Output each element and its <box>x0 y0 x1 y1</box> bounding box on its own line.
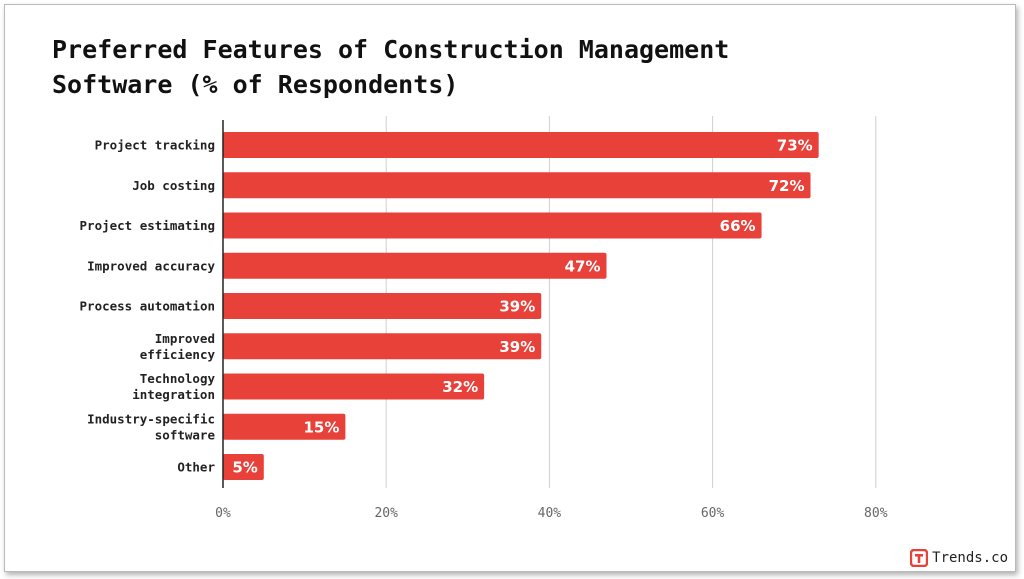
bar-value-label: 32% <box>442 378 478 396</box>
trends-logo-icon <box>910 549 929 567</box>
bar-value-label: 73% <box>777 137 813 155</box>
chart-frame <box>4 4 1016 572</box>
category-label: Project tracking <box>95 138 215 153</box>
category-label: Industry-specific software <box>87 411 215 442</box>
x-tick-label: 20% <box>374 506 398 521</box>
category-labels: Project tracking Job costing Project estim… <box>80 138 216 475</box>
bar <box>223 413 346 440</box>
brand-mark: Trends.co <box>910 549 1008 567</box>
bar <box>223 132 819 158</box>
bar <box>223 212 762 239</box>
category-label: Improved efficiency <box>140 331 216 362</box>
category-label: Job costing <box>132 178 215 193</box>
bar-value-label: 15% <box>303 418 339 436</box>
bar-value-label: 66% <box>720 217 756 235</box>
bar <box>223 454 264 480</box>
bar-value-label: 39% <box>499 298 535 316</box>
chart-title-line-1: Preferred Features of Construction Manag… <box>52 35 730 64</box>
bar <box>223 172 811 199</box>
bar <box>223 333 542 360</box>
bars: 73% 72% 66% 47% 39% 39% 32% 15% 5% <box>223 132 819 480</box>
bar-value-label: 72% <box>769 177 805 195</box>
x-tick-labels: 0% 20% 40% 60% 80% <box>215 506 888 521</box>
bar <box>223 252 607 279</box>
bar-value-label: 5% <box>232 459 257 477</box>
chart-title-line-2: Software (% of Respondents) <box>52 70 459 99</box>
chart-title: Preferred Features of Construction Manag… <box>52 32 952 102</box>
category-label: Improved accuracy <box>87 258 215 273</box>
x-tick-label: 60% <box>701 506 725 521</box>
bar <box>223 293 542 319</box>
x-tick-label: 0% <box>215 506 231 521</box>
category-label: Project estimating <box>80 218 215 233</box>
category-label: Process automation <box>80 299 215 314</box>
x-tick-label: 80% <box>864 506 888 521</box>
brand-name: Trends.co <box>932 550 1008 566</box>
category-label: Technology integration <box>132 371 215 402</box>
bar <box>223 373 485 400</box>
bar-value-label: 39% <box>499 338 535 356</box>
category-label: Other <box>177 460 215 475</box>
bar-value-label: 47% <box>565 257 601 275</box>
x-tick-label: 40% <box>538 506 562 521</box>
